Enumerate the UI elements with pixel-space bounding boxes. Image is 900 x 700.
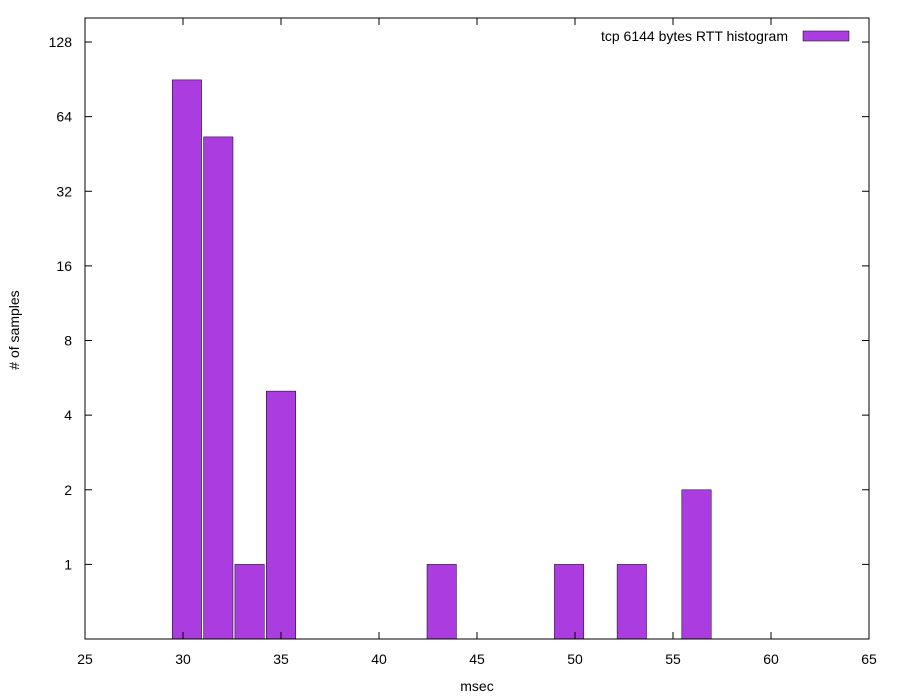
y-tick-label: 4 <box>64 407 72 423</box>
x-tick-label: 60 <box>763 651 779 667</box>
bar <box>203 136 234 640</box>
bar <box>426 564 457 640</box>
plot-frame <box>84 17 870 640</box>
legend: tcp 6144 bytes RTT histogram <box>601 28 850 44</box>
legend-label: tcp 6144 bytes RTT histogram <box>601 28 788 44</box>
bar <box>681 489 712 640</box>
y-tick-label: 2 <box>64 482 72 498</box>
y-tick-label: 64 <box>56 109 72 125</box>
y-tick-label: 8 <box>64 333 72 349</box>
y-tick-label: 16 <box>56 258 72 274</box>
y-axis-label: # of samples <box>6 290 22 369</box>
bar <box>234 564 265 640</box>
x-tick-label: 35 <box>273 651 289 667</box>
x-ticks-group: 25 30 35 40 45 50 55 60 65 <box>77 18 877 667</box>
bar <box>554 564 585 640</box>
x-tick-label: 65 <box>861 651 877 667</box>
bar <box>266 390 296 640</box>
bar <box>171 79 202 640</box>
x-tick-label: 40 <box>371 651 387 667</box>
x-axis-label: msec <box>460 678 493 694</box>
bars-group <box>171 79 712 640</box>
y-ticks-group: 1 2 4 8 16 32 64 128 <box>49 34 869 572</box>
x-tick-label: 45 <box>469 651 485 667</box>
x-tick-label: 55 <box>665 651 681 667</box>
x-tick-label: 30 <box>175 651 191 667</box>
x-tick-label: 25 <box>77 651 93 667</box>
y-tick-label: 128 <box>49 34 73 50</box>
x-tick-label: 50 <box>567 651 583 667</box>
bar <box>616 564 647 640</box>
legend-swatch <box>802 30 850 42</box>
y-tick-label: 32 <box>56 183 72 199</box>
y-tick-label: 1 <box>64 556 72 572</box>
